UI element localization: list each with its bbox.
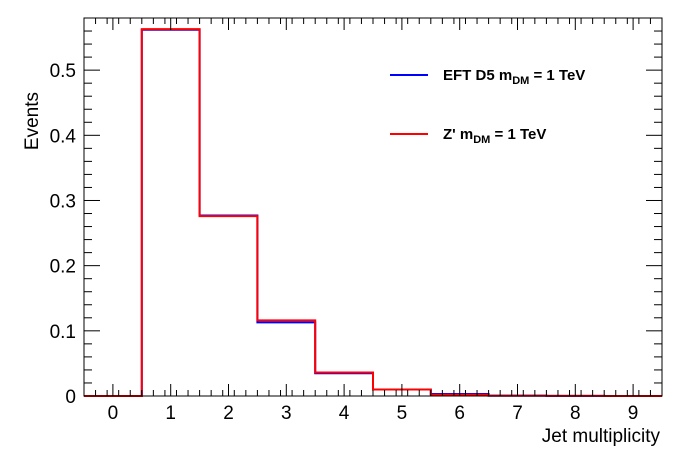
x-tick-label: 7 — [512, 403, 523, 424]
x-tick-label: 4 — [339, 403, 350, 424]
x-tick-label: 8 — [570, 403, 581, 424]
x-tick-label: 5 — [397, 403, 408, 424]
legend-eft-main: EFT D5 m — [443, 67, 512, 84]
x-tick-label: 6 — [454, 403, 465, 424]
ticks-layer — [83, 17, 663, 397]
y-tick-label: 0 — [65, 387, 76, 408]
legend-zprime-main: Z' m — [443, 126, 473, 143]
x-tick-label: 3 — [281, 403, 292, 424]
x-tick-label: 2 — [223, 403, 234, 424]
legend: EFT D5 mDM = 1 TeV Z' mDM = 1 TeV — [390, 67, 585, 146]
y-tick-label: 0.3 — [50, 191, 76, 212]
y-tick-label: 0.4 — [50, 126, 77, 147]
x-tick-label: 1 — [165, 403, 176, 424]
x-tick-label: 0 — [108, 403, 119, 424]
plot-area — [84, 18, 662, 396]
y-tick-label: 0.1 — [50, 322, 76, 343]
legend-label-zprime: Z' mDM = 1 TeV — [443, 126, 546, 146]
y-tick-label: 0.5 — [50, 61, 76, 82]
legend-zprime-tail: = 1 TeV — [490, 126, 546, 143]
x-tick-label: 9 — [628, 403, 639, 424]
y-axis-title: Events — [22, 92, 43, 150]
x-axis-title: Jet multiplicity — [542, 426, 661, 447]
tick-labels: 0 1 2 3 4 5 6 7 8 9 0 0.1 0.2 0.3 0.4 0.5 — [50, 61, 639, 424]
legend-label-eft: EFT D5 mDM = 1 TeV — [443, 67, 585, 87]
legend-eft-sub: DM — [512, 75, 529, 87]
legend-eft-tail: = 1 TeV — [529, 67, 585, 84]
y-tick-label: 0.2 — [50, 257, 76, 278]
legend-zprime-sub: DM — [473, 134, 490, 146]
